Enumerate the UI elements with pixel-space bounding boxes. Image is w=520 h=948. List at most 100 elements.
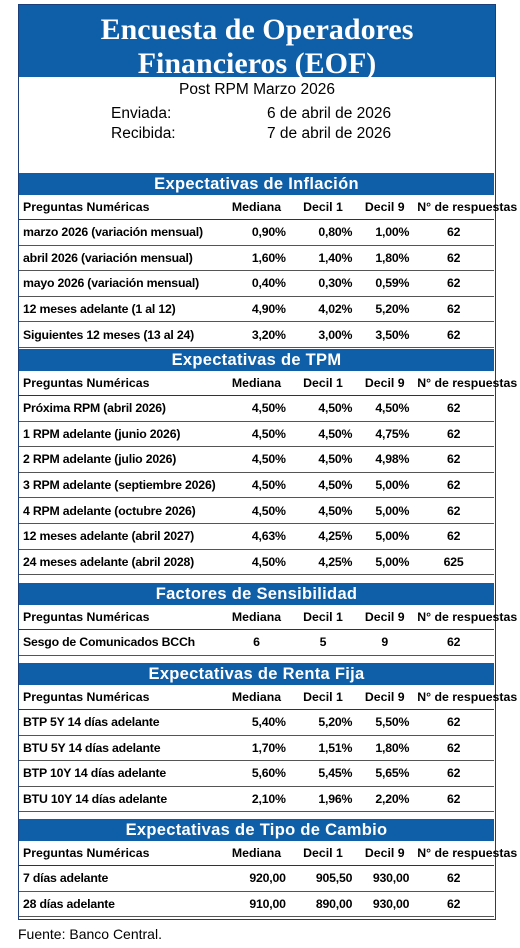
row-value: 1,60% [223, 245, 290, 272]
row-value: 6 [223, 629, 290, 656]
table-row: Próxima RPM (abril 2026) 4,50% 4,50% 4,50% 6… [19, 395, 494, 422]
row-value: 62 [413, 523, 494, 550]
table-row: 28 días adelante 910,00 890,00 930,00 62 [19, 891, 494, 918]
table-header-row: Preguntas Numéricas Mediana Decil 1 Decil 9… [19, 841, 517, 866]
table-row: BTP 10Y 14 días adelante 5,60% 5,45% 5,65% 6… [19, 760, 494, 787]
table-row: BTU 10Y 14 días adelante 2,10% 1,96% 2,20% 6… [19, 786, 494, 813]
column-header: Mediana [223, 685, 290, 710]
table-row: 7 días adelante 920,00 905,50 930,00 62 [19, 865, 494, 892]
post-rpm-label: Post RPM Marzo 2026 [179, 81, 335, 98]
received-label: Recibida: [111, 125, 176, 142]
column-header: N° de respuestas [413, 371, 517, 396]
section-title: Expectativas de Inflación [19, 173, 494, 195]
row-value: 0,30% [289, 270, 357, 297]
column-header: N° de respuestas [413, 605, 517, 630]
row-value: 4,50% [223, 549, 290, 576]
row-value: 4,50% [289, 395, 357, 422]
row-value: 4,50% [223, 421, 290, 448]
table-row: abril 2026 (variación mensual) 1,60% 1,40%… [19, 245, 494, 272]
row-value: 910,00 [223, 891, 290, 918]
row-value: 1,51% [289, 735, 357, 762]
table-row: mayo 2026 (variación mensual) 0,40% 0,30% 0… [19, 270, 494, 297]
column-header: Decil 9 [356, 371, 414, 396]
survey-card: Encuesta de Operadores Financieros (EOF)… [18, 4, 517, 920]
table-row: 12 meses adelante (1 al 12) 4,90% 4,02% 5,2… [19, 296, 494, 323]
row-value: 4,63% [223, 523, 290, 550]
row-value: 62 [413, 472, 494, 499]
table-header-row: Preguntas Numéricas Mediana Decil 1 Decil 9… [19, 195, 517, 220]
row-value: 4,90% [223, 296, 290, 323]
row-label: 24 meses adelante (abril 2028) [19, 549, 224, 576]
row-value: 62 [413, 421, 494, 448]
row-value: 0,90% [223, 219, 290, 246]
section-table: Preguntas Numéricas Mediana Decil 1 Decil 9… [19, 195, 517, 348]
row-label: 1 RPM adelante (junio 2026) [19, 421, 224, 448]
table-row: BTP 5Y 14 días adelante 5,40% 5,20% 5,50% 62 [19, 709, 494, 736]
row-value: 920,00 [223, 865, 290, 892]
row-label: BTU 5Y 14 días adelante [19, 735, 224, 762]
column-header: Preguntas Numéricas [19, 605, 224, 630]
survey-title: Encuesta de Operadores Financieros (EOF) [19, 5, 495, 80]
row-value: 890,00 [289, 891, 357, 918]
row-label: 4 RPM adelante (octubre 2026) [19, 497, 224, 524]
row-value: 5,40% [223, 709, 290, 736]
row-value: 3,20% [223, 321, 290, 348]
row-value: 1,00% [356, 219, 414, 246]
column-header: Mediana [223, 605, 290, 630]
row-value: 62 [413, 735, 494, 762]
row-value: 4,98% [356, 446, 414, 473]
table-row: BTU 5Y 14 días adelante 1,70% 1,51% 1,80% 62 [19, 735, 494, 762]
row-value: 62 [413, 270, 494, 297]
section-table: Preguntas Numéricas Mediana Decil 1 Decil 9… [19, 841, 517, 918]
section-title: Expectativas de Renta Fija [19, 663, 494, 685]
row-value: 62 [413, 497, 494, 524]
row-value: 5,50% [356, 709, 414, 736]
section-title: Expectativas de Tipo de Cambio [19, 819, 494, 841]
column-header: Decil 1 [289, 371, 357, 396]
row-value: 0,59% [356, 270, 414, 297]
column-header: N° de respuestas [413, 841, 517, 866]
section-5: Expectativas de Tipo de Cambio Preguntas … [19, 819, 517, 918]
row-label: BTP 10Y 14 días adelante [19, 760, 224, 787]
table-row: 4 RPM adelante (octubre 2026) 4,50% 4,50% 5… [19, 497, 494, 524]
row-value: 0,80% [289, 219, 357, 246]
row-label: Sesgo de Comunicados BCCh [19, 629, 224, 656]
row-label: 3 RPM adelante (septiembre 2026) [19, 472, 224, 499]
row-value: 5,00% [356, 472, 414, 499]
row-value: 625 [413, 549, 494, 576]
received-value: 7 de abril de 2026 [267, 125, 392, 142]
row-value: 62 [413, 760, 494, 787]
table-row: 2 RPM adelante (julio 2026) 4,50% 4,50% 4,9… [19, 446, 494, 473]
column-header: Decil 9 [356, 605, 414, 630]
row-value: 5,20% [289, 709, 357, 736]
row-value: 62 [413, 321, 494, 348]
section-4: Expectativas de Renta Fija Preguntas Numé… [19, 663, 517, 813]
column-header: Decil 9 [356, 841, 414, 866]
row-label: abril 2026 (variación mensual) [19, 245, 224, 272]
section-table: Preguntas Numéricas Mediana Decil 1 Decil 9… [19, 685, 517, 813]
column-header: Decil 9 [356, 195, 414, 220]
row-value: 1,80% [356, 735, 414, 762]
row-value: 1,80% [356, 245, 414, 272]
row-value: 4,50% [223, 472, 290, 499]
row-value: 9 [356, 629, 414, 656]
row-label: 28 días adelante [19, 891, 224, 918]
row-value: 1,40% [289, 245, 357, 272]
row-value: 5,00% [356, 549, 414, 576]
sent-value: 6 de abril de 2026 [267, 105, 392, 122]
table-header-row: Preguntas Numéricas Mediana Decil 1 Decil 9… [19, 371, 517, 396]
row-value: 62 [413, 709, 494, 736]
row-value: 930,00 [356, 865, 414, 892]
column-header: Preguntas Numéricas [19, 371, 224, 396]
survey-meta: Post RPM Marzo 2026 Enviada: 6 de abril … [19, 77, 495, 173]
row-value: 4,25% [289, 523, 357, 550]
column-header: Decil 1 [289, 195, 357, 220]
row-value: 930,00 [356, 891, 414, 918]
row-value: 62 [413, 629, 494, 656]
row-value: 62 [413, 245, 494, 272]
column-header: Preguntas Numéricas [19, 195, 224, 220]
row-value: 62 [413, 395, 494, 422]
table-row: 12 meses adelante (abril 2027) 4,63% 4,25%… [19, 523, 494, 550]
row-value: 4,50% [223, 497, 290, 524]
row-label: 12 meses adelante (abril 2027) [19, 523, 224, 550]
